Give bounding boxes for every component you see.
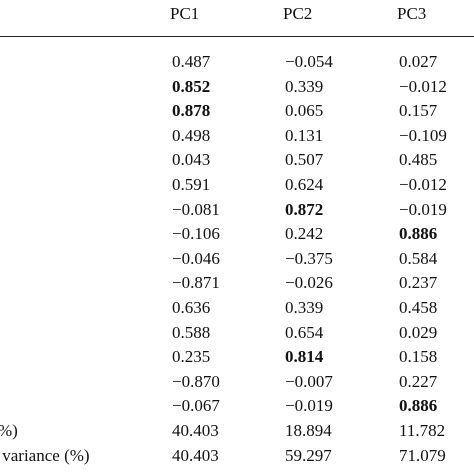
table-cell: 0.131 [285, 125, 324, 145]
table-cell: 0.591 [172, 175, 211, 194]
table-cell: 0.065 [285, 101, 324, 121]
table-cell: 0.507 [285, 150, 324, 170]
table-cell: 0.158 [399, 347, 438, 367]
column-header: PC2 [283, 4, 313, 23]
table-cell: −0.007 [285, 371, 333, 391]
table-cell: −0.871 [172, 273, 220, 293]
table-cell: 0.584 [399, 248, 438, 268]
table-cell: 18.894 [285, 421, 332, 440]
column-header: PC3 [397, 4, 427, 23]
table-cell: 0.852 [172, 76, 211, 96]
table-cell: 0.487 [172, 52, 211, 71]
table-cell: −0.375 [285, 248, 333, 268]
table-cell: 0.339 [285, 76, 324, 96]
table-cell: 0.878 [172, 101, 211, 121]
table-cell: 0.624 [285, 175, 324, 194]
row-label: %) [0, 421, 18, 440]
table-cell: 40.403 [172, 445, 219, 465]
table-cell: 0.237 [399, 273, 438, 293]
table-cell: −0.026 [285, 273, 333, 293]
table-cell: −0.019 [285, 396, 333, 416]
table-cell: −0.081 [172, 199, 220, 219]
table-cell: 0.814 [285, 347, 324, 367]
table-cell: 0.886 [399, 396, 438, 416]
table-cell: 0.458 [399, 298, 438, 317]
header-rule [0, 36, 474, 37]
row-label: variance (%) [0, 445, 90, 465]
table-cell: 40.403 [172, 421, 219, 440]
table-cell: −0.054 [285, 52, 333, 71]
table-cell: 0.235 [172, 347, 211, 367]
table-cell: −0.012 [399, 175, 447, 194]
table-cell: 0.157 [399, 101, 438, 121]
table-cell: 0.872 [285, 199, 324, 219]
column-header: PC1 [170, 4, 200, 23]
table-cell: −0.109 [399, 125, 447, 145]
table-cell: 71.079 [399, 445, 446, 465]
table-cell: 0.886 [399, 224, 438, 244]
table-cell: 0.588 [172, 322, 211, 342]
table-cell: −0.870 [172, 371, 220, 391]
table-cell: 0.654 [285, 322, 324, 342]
table-cell: −0.106 [172, 224, 220, 244]
table-cell: 0.027 [399, 52, 438, 71]
table-cell: 0.043 [172, 150, 211, 170]
table-cell: 0.242 [285, 224, 324, 244]
table-cell: −0.046 [172, 248, 220, 268]
table-cell: 0.636 [172, 298, 211, 317]
table-cell: −0.012 [399, 76, 447, 96]
table-cell: −0.067 [172, 396, 220, 416]
table-cell: 11.782 [399, 421, 446, 440]
table-cell: 59.297 [285, 445, 332, 465]
table-cell: 0.227 [399, 371, 438, 391]
table-cell: 0.339 [285, 298, 324, 317]
table-cell: 0.485 [399, 150, 438, 170]
table-cell: 0.029 [399, 322, 438, 342]
table-cell: −0.019 [399, 199, 447, 219]
table-cell: 0.498 [172, 125, 211, 145]
